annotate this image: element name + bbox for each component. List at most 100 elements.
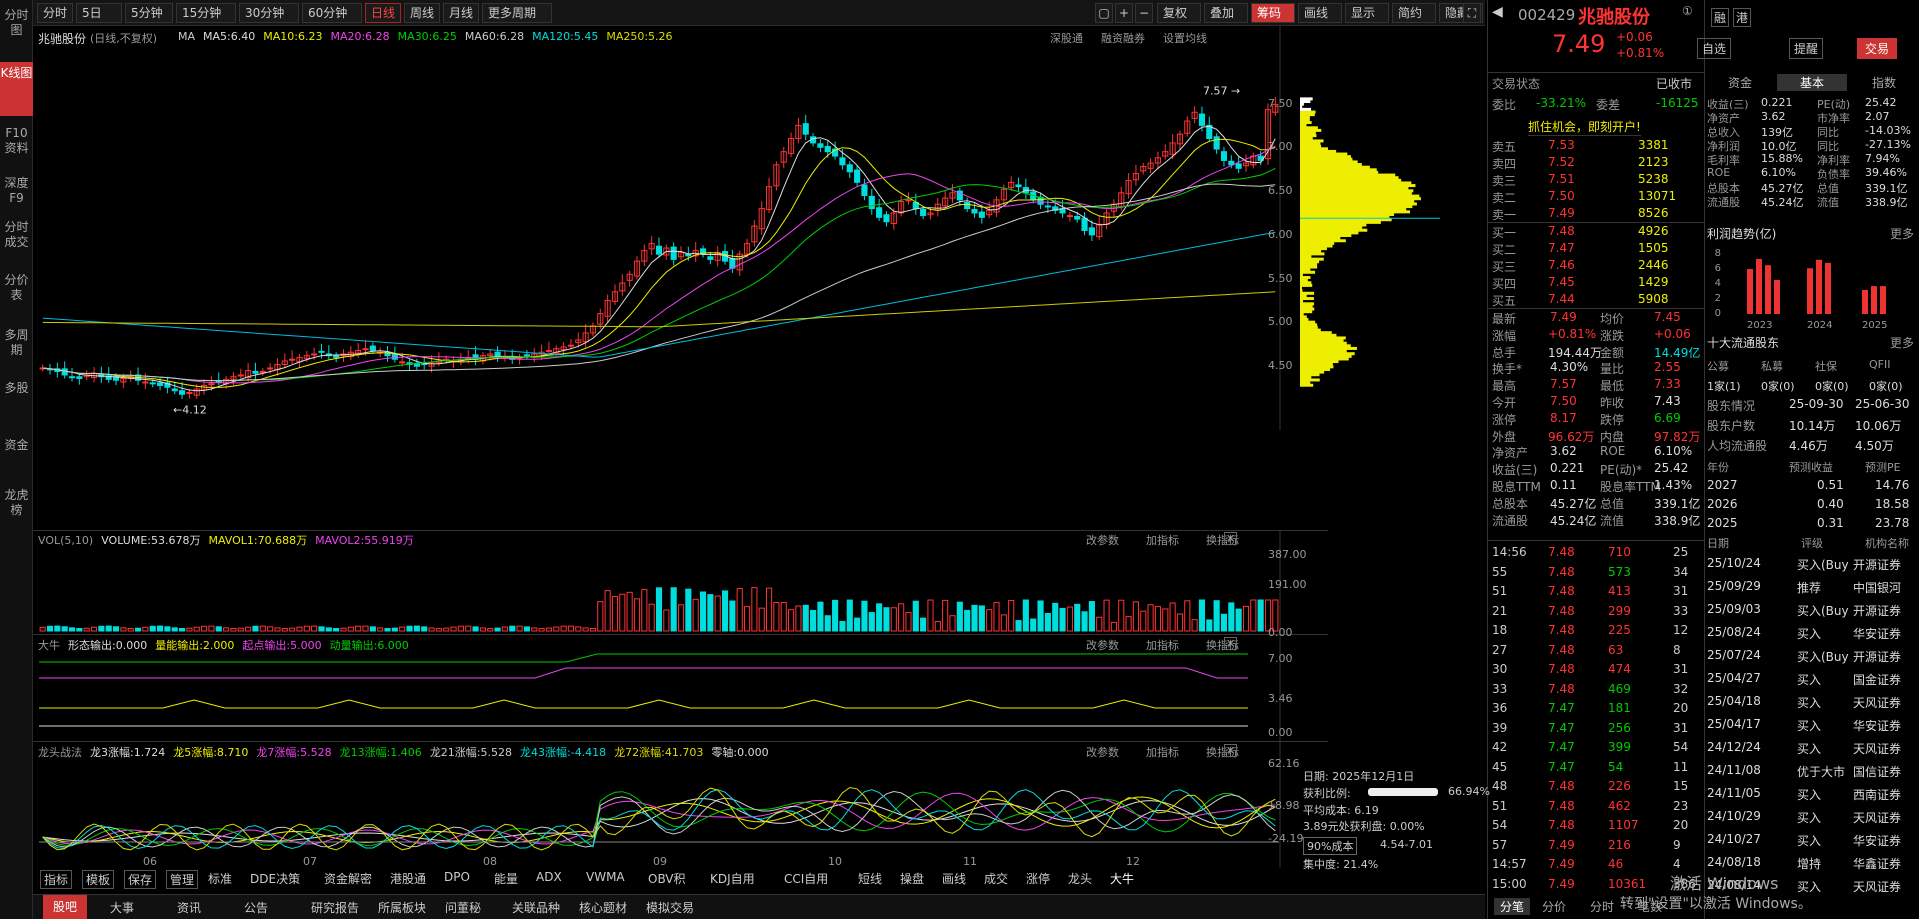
sidebar-item-4[interactable]: 分时成交 [0,216,33,264]
open-account-ad[interactable]: 抓住机会，即刻开户! [1528,118,1641,136]
indicator-tab-10[interactable]: ADX [536,870,562,884]
period-button-4[interactable]: 30分钟 [239,3,299,23]
period-button-0[interactable]: 分时 [37,3,73,23]
bottom-tab-4[interactable]: 研究报告 [311,899,359,916]
zoom-tool-0[interactable]: ▢ [1095,3,1113,23]
indicator-tab-0[interactable]: 指标 [40,870,72,889]
indicator-tab-16[interactable]: 操盘 [900,870,924,887]
f10-tab-2[interactable]: 指数 [1849,74,1919,91]
sidebar-item-9[interactable]: 龙虎榜 [0,484,33,532]
candle [385,346,390,362]
indicator-tab-21[interactable]: 大牛 [1110,870,1134,887]
indicator-tab-9[interactable]: 能量 [494,870,518,887]
fullscreen-icon[interactable]: ⛶ [1463,3,1481,23]
indicator-tab-15[interactable]: 短线 [858,870,882,887]
trend-more-link[interactable]: 更多 [1890,225,1914,242]
bottom-tab-6[interactable]: 问董秘 [445,899,481,916]
trend-axis: 8 [1715,248,1721,259]
zoom-tool-1[interactable]: + [1115,3,1133,23]
panel-link-1-1[interactable]: 加指标 [1146,637,1179,653]
bottom-tab-8[interactable]: 核心题材 [579,899,627,916]
indicator-tab-5[interactable]: DDE决策 [250,870,300,887]
panel-close-icon[interactable]: ✕ [1224,637,1237,650]
panel-link-2-0[interactable]: 改参数 [1086,744,1119,760]
panel-link-2-1[interactable]: 加指标 [1146,744,1179,760]
sidebar-item-1[interactable]: K线图 [0,62,33,116]
period-button-3[interactable]: 15分钟 [176,3,236,23]
indicator-tab-6[interactable]: 资金解密 [324,870,372,887]
indicator-tab-19[interactable]: 涨停 [1026,870,1050,887]
back-icon[interactable]: ◀ [1492,4,1503,20]
panel-link-1-0[interactable]: 改参数 [1086,637,1119,653]
quote-tab-0[interactable]: 分笔 [1494,898,1530,915]
chip-bar [1300,145,1321,148]
indicator-tab-3[interactable]: 管理 [166,870,198,889]
bottom-tab-3[interactable]: 公告 [244,899,268,916]
indicator-tab-18[interactable]: 成交 [984,870,1008,887]
bottom-tab-1[interactable]: 大事 [110,899,134,916]
panel-link-0-1[interactable]: 加指标 [1146,532,1179,548]
toolbar-button-1[interactable]: 叠加 [1204,3,1248,23]
indicator-tab-11[interactable]: VWMA [586,870,625,884]
indicator-tab-1[interactable]: 模板 [82,870,114,889]
main-link-1[interactable]: 融资融券 [1101,32,1145,45]
toolbar-button-2[interactable]: 筹码 [1251,3,1295,23]
header-btn-0[interactable]: 融 [1711,8,1729,27]
period-button-1[interactable]: 5日 [76,3,122,23]
sidebar-item-8[interactable]: 资金 [0,434,33,482]
indicator-longtou-chart[interactable] [33,742,1328,868]
period-button-5[interactable]: 60分钟 [302,3,362,23]
f10-tab-1[interactable]: 基本 [1777,74,1847,91]
panel-close-icon[interactable]: ✕ [1224,532,1237,545]
period-button-2[interactable]: 5分钟 [125,3,173,23]
sidebar-item-3[interactable]: 深度F9 [0,172,33,220]
bottom-tab-7[interactable]: 关联品种 [512,899,560,916]
main-link-0[interactable]: 深股通 [1050,32,1083,45]
chip-bar [1300,352,1355,355]
toolbar-button-0[interactable]: 复权 [1157,3,1201,23]
header-btn-1[interactable]: 港 [1733,8,1751,27]
sidebar-item-6[interactable]: 多周期 [0,324,33,372]
indicator-tab-12[interactable]: OBV积 [648,870,686,887]
period-button-9[interactable]: 更多周期 [482,3,552,23]
bottom-tab-5[interactable]: 所属板块 [378,899,426,916]
tixing-button[interactable]: 提醒 [1789,38,1823,59]
indicator-tab-17[interactable]: 画线 [942,870,966,887]
toolbar-button-4[interactable]: 显示 [1345,3,1389,23]
sidebar-item-7[interactable]: 多股 [0,377,33,425]
sidebar-item-5[interactable]: 分价表 [0,269,33,317]
sidebar-item-0[interactable]: 分时图 [0,4,33,52]
toolbar-button-3[interactable]: 画线 [1298,3,1342,23]
quote-tab-2[interactable]: 分时 [1590,898,1614,915]
bottom-tab-2[interactable]: 资讯 [177,899,201,916]
period-button-8[interactable]: 月线 [443,3,479,23]
rating-row-14-2: 天风证券 [1853,878,1901,895]
kline-chart[interactable]: 7.57 → ←4.12 [33,26,1328,430]
trade-button[interactable]: 交易 [1857,38,1897,59]
indicator-tab-13[interactable]: KDJ自用 [710,870,755,887]
indicator-tab-4[interactable]: 标准 [208,870,232,887]
toolbar-button-5[interactable]: 简约 [1392,3,1436,23]
zoom-tool-2[interactable]: − [1135,3,1153,23]
period-button-6[interactable]: 日线 [365,3,401,23]
panel-link-0-0[interactable]: 改参数 [1086,532,1119,548]
info-icon[interactable]: ① [1682,4,1693,18]
zixuan-button[interactable]: 自选 [1697,38,1731,59]
period-button-7[interactable]: 周线 [404,3,440,23]
volume-bar [737,589,742,631]
indicator-tab-14[interactable]: CCI自用 [784,870,828,887]
chip-cost-select[interactable]: 90%成本 [1303,837,1357,855]
quote-tab-1[interactable]: 分价 [1542,898,1566,915]
sidebar-item-2[interactable]: F10资料 [0,122,33,170]
stat-label-5b: 昨收 [1600,394,1624,411]
holders-more-link[interactable]: 更多 [1890,334,1914,351]
indicator-tab-2[interactable]: 保存 [124,870,156,889]
panel-close-icon[interactable]: ✕ [1224,744,1237,757]
indicator-tab-8[interactable]: DPO [444,870,470,884]
indicator-tab-20[interactable]: 龙头 [1068,870,1092,887]
f10-tab-0[interactable]: 资金 [1705,74,1775,91]
indicator-tab-7[interactable]: 港股通 [390,870,426,887]
bottom-tab-0[interactable]: 股吧 [43,895,87,919]
main-link-2[interactable]: 设置均线 [1163,32,1207,45]
bottom-tab-9[interactable]: 模拟交易 [646,899,694,916]
